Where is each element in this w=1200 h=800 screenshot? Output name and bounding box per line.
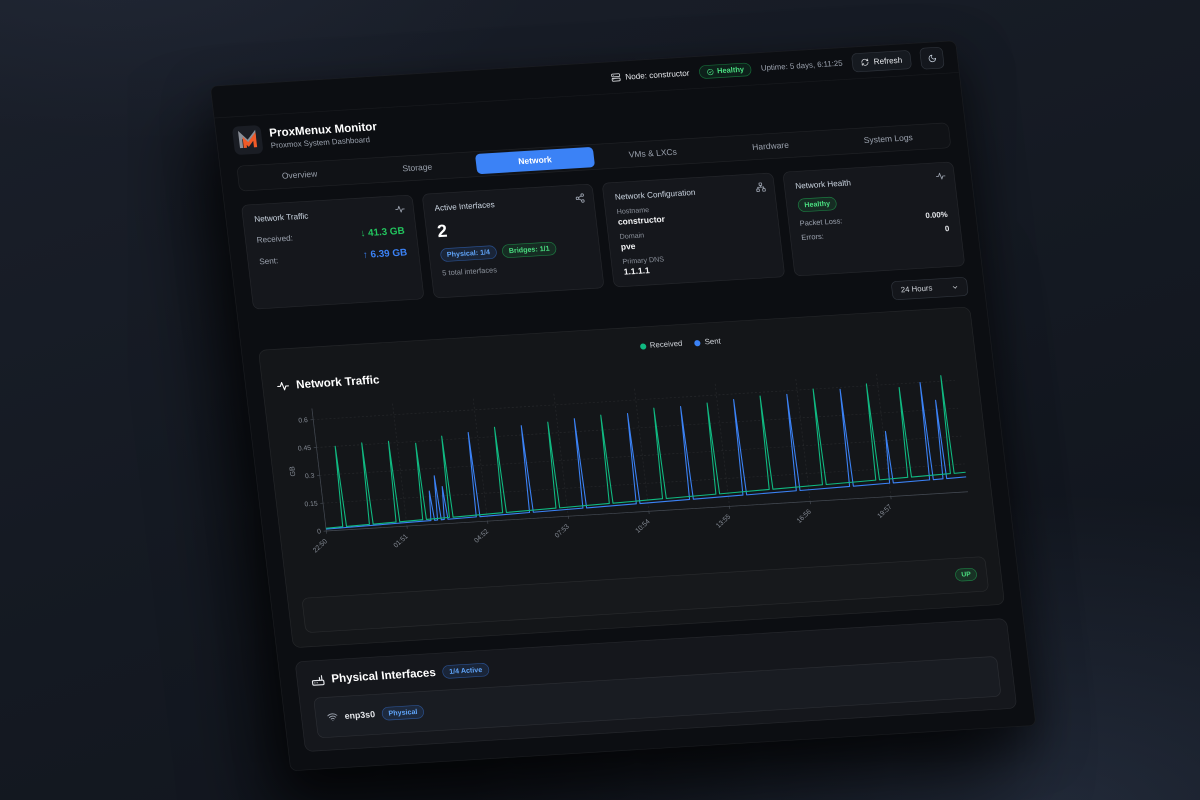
tab-storage[interactable]: Storage <box>401 162 433 174</box>
card-title: Active Interfaces <box>434 199 496 213</box>
interface-badges: Physical: 1/4 Bridges: 1/1 <box>439 240 588 263</box>
section-title: Physical Interfaces <box>330 665 437 685</box>
tab-system-logs[interactable]: System Logs <box>863 132 914 146</box>
legend-received[interactable]: Received <box>639 340 683 351</box>
interface-row-enp3s0[interactable]: enp3s0 Physical <box>313 655 1002 738</box>
svg-text:10:54: 10:54 <box>635 518 652 535</box>
chart-header: Network Traffic <box>276 338 961 393</box>
svg-text:22:50: 22:50 <box>312 538 329 555</box>
stat-cards-row: Network Traffic Received: ↓ 41.3 GB Sent… <box>241 161 966 310</box>
tab-vms-lxcs[interactable]: VMs & LXCs <box>628 147 678 160</box>
domain-field: Domain pve <box>619 231 645 252</box>
health-status-badge: Healthy <box>796 196 838 213</box>
tab-hardware[interactable]: Hardware <box>751 140 790 152</box>
svg-text:0.15: 0.15 <box>304 501 318 509</box>
node-indicator: Node: constructor <box>611 68 690 82</box>
sent-value: ↑ 6.39 GB <box>362 247 408 261</box>
tab-overview[interactable]: Overview <box>281 169 318 181</box>
errors-row: Errors: 0 <box>800 224 950 243</box>
active-interfaces-card: Active Interfaces 2 Physical: 1/4 Bridge… <box>421 183 605 299</box>
network-health-card: Network Health Healthy Packet Loss: 0.00… <box>782 161 966 277</box>
card-title: Network Health <box>794 177 852 191</box>
network-traffic-chart-card: Received Sent Network Traffic 0 0.15 0.3 0.… <box>258 306 1005 648</box>
network-configuration-card: Network Configuration Hostname construct… <box>601 172 785 288</box>
svg-text:GB: GB <box>288 466 297 477</box>
chart-legend: Received Sent <box>639 337 721 350</box>
server-icon <box>611 73 621 82</box>
physical-interfaces-header: Physical Interfaces 1/4 Active <box>310 631 995 686</box>
interface-type-badge: Physical <box>380 704 425 721</box>
router-icon <box>311 674 325 686</box>
svg-text:04:52: 04:52 <box>473 528 490 545</box>
node-label: Node: constructor <box>624 68 690 82</box>
received-value: ↓ 41.3 GB <box>359 225 406 240</box>
received-label: Received: <box>256 233 294 245</box>
up-status-badge: UP <box>954 567 978 582</box>
card-title: Network Configuration <box>614 187 696 202</box>
activity-icon <box>394 205 405 213</box>
interface-status-row[interactable]: UP <box>301 555 990 633</box>
total-interfaces-text: 5 total interfaces <box>441 266 498 278</box>
refresh-button[interactable]: Refresh <box>850 49 913 73</box>
network-tree-icon <box>755 182 766 193</box>
network-traffic-card: Network Traffic Received: ↓ 41.3 GB Sent… <box>241 194 425 310</box>
chart-title: Network Traffic <box>295 373 381 392</box>
share-nodes-icon <box>575 193 585 203</box>
sent-row: Sent: ↑ 6.39 GB <box>259 247 408 267</box>
wifi-icon <box>327 713 338 721</box>
active-count-badge: 1/4 Active <box>441 662 490 679</box>
proxmenux-logo <box>231 125 264 156</box>
time-range-row: 24 Hours <box>255 276 969 339</box>
card-title: Network Traffic <box>253 211 309 224</box>
svg-text:19:57: 19:57 <box>876 503 893 520</box>
svg-text:13:55: 13:55 <box>715 513 732 530</box>
health-badge: Healthy <box>698 62 753 80</box>
svg-text:0.6: 0.6 <box>298 417 308 425</box>
svg-text:16:56: 16:56 <box>796 508 813 525</box>
refresh-icon <box>861 58 869 66</box>
errors-value: 0 <box>944 224 950 234</box>
tab-network[interactable]: Network <box>474 146 596 175</box>
app-header: ProxMenux Monitor Proxmox System Dashboa… <box>214 73 963 162</box>
bridges-count-badge: Bridges: 1/1 <box>501 241 558 259</box>
svg-text:0.3: 0.3 <box>305 473 315 481</box>
traffic-line-chart[interactable]: 0 0.15 0.3 0.45 0.6 GB 22:50 01:51 04:52 07:53 10:… <box>279 362 981 565</box>
active-interfaces-count: 2 <box>436 220 449 242</box>
topbar: Node: constructor Healthy Uptime: 5 days… <box>210 41 959 119</box>
activity-icon <box>936 172 946 180</box>
interface-name: enp3s0 <box>344 709 376 722</box>
hostname-field: Hostname constructor <box>616 205 666 227</box>
packet-loss-value: 0.00% <box>925 210 949 221</box>
check-circle-icon <box>706 68 714 75</box>
svg-text:0: 0 <box>317 528 322 535</box>
sent-dot <box>694 339 702 347</box>
received-dot <box>639 342 647 350</box>
uptime-text: Uptime: 5 days, 6:11:25 <box>760 59 844 73</box>
physical-interfaces-card: Physical Interfaces 1/4 Active enp3s0 Ph… <box>294 617 1018 752</box>
primary-dns-field: Primary DNS 1.1.1.1 <box>622 255 665 277</box>
legend-sent[interactable]: Sent <box>694 337 721 347</box>
svg-text:0.45: 0.45 <box>298 445 312 453</box>
dashboard-panel: Node: constructor Healthy Uptime: 5 days… <box>210 40 1037 772</box>
svg-text:07:53: 07:53 <box>554 523 571 540</box>
received-row: Received: ↓ 41.3 GB <box>256 226 405 246</box>
chevron-down-icon <box>952 285 958 289</box>
svg-text:01:51: 01:51 <box>393 533 410 550</box>
sent-label: Sent: <box>258 255 279 267</box>
theme-toggle-button[interactable] <box>919 46 945 70</box>
time-range-select[interactable]: 24 Hours <box>890 276 969 301</box>
moon-icon <box>928 54 936 62</box>
physical-count-badge: Physical: 1/4 <box>439 245 498 263</box>
activity-icon <box>277 381 289 391</box>
logo-m-icon <box>237 129 258 149</box>
